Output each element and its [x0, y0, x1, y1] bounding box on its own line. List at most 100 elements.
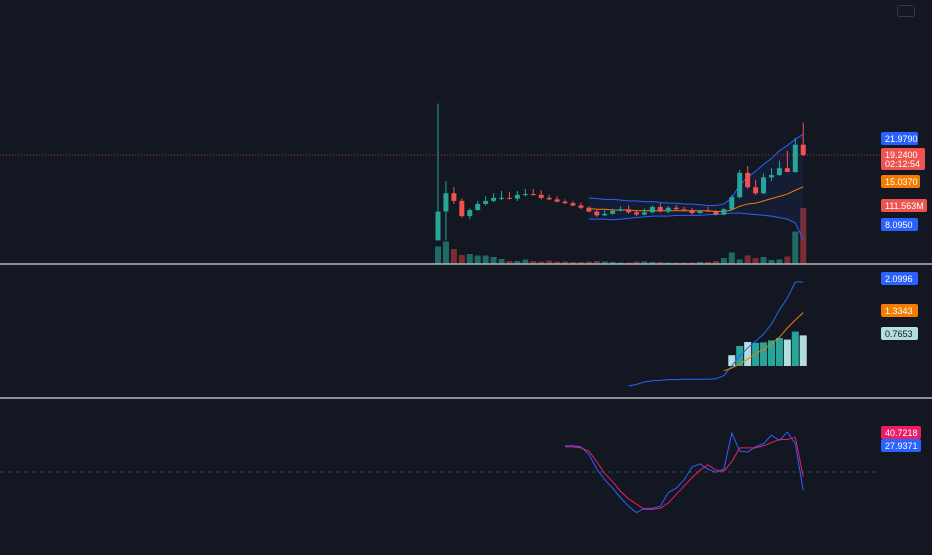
bollinger-upper-line: [588, 133, 804, 206]
bollinger-lower-line: [588, 212, 804, 240]
candle-body: [665, 207, 671, 212]
stoch-k-badge: 27.9371: [881, 439, 921, 452]
macd-value: 2.0996: [885, 274, 913, 284]
stoch-d-badge: 40.7218: [881, 426, 921, 439]
volume-bar: [506, 261, 513, 264]
ema-line: [588, 186, 804, 213]
volume-bar: [609, 262, 616, 264]
macd-histogram-bar: [744, 342, 752, 366]
candle-body: [594, 211, 600, 216]
candle-body: [657, 206, 663, 212]
volume-bar: [712, 261, 719, 264]
candle-body: [570, 203, 576, 206]
candle-body: [475, 203, 481, 211]
volume-bar: [752, 258, 759, 264]
candle-body: [467, 210, 473, 217]
stoch-k-value: 27.9371: [885, 441, 918, 451]
candle-body: [451, 193, 457, 201]
candle-body: [753, 187, 759, 194]
volume-bar: [641, 261, 648, 264]
candle-body: [459, 200, 465, 217]
macd-histogram-bar: [791, 331, 799, 366]
volume-bar: [800, 208, 807, 264]
candle-body: [713, 211, 719, 215]
volume-bar: [728, 252, 735, 264]
volume-bar: [554, 261, 561, 264]
volume-bar: [490, 257, 497, 264]
volume-bar: [736, 259, 743, 264]
chart-settings-button[interactable]: [897, 5, 915, 17]
volume-bar: [601, 261, 608, 264]
stochastic-k-line: [565, 431, 804, 514]
last-price-value: 19.2400: [885, 150, 918, 160]
candle-body: [792, 144, 798, 173]
volume-bar: [593, 261, 600, 264]
macd-pane: [628, 281, 807, 387]
candle-body: [721, 209, 727, 215]
candle-body: [546, 197, 552, 200]
signal-badge: 1.3343: [881, 304, 918, 317]
candle-body: [761, 177, 767, 194]
volume-bar: [435, 246, 441, 264]
stoch-d-value: 40.7218: [885, 428, 918, 438]
candle-body: [634, 212, 639, 215]
histogram-badge: 0.7653: [881, 327, 918, 340]
candle-body: [618, 209, 624, 211]
volume-value: 111.563M: [885, 201, 924, 211]
volume-bar: [792, 231, 799, 264]
volume-bar: [697, 262, 704, 264]
bollinger-upper-value: 21.9790: [885, 134, 918, 144]
volume-bar: [657, 262, 664, 264]
candle-body: [530, 194, 536, 196]
volume-bar: [744, 255, 751, 264]
volume-bar: [784, 256, 791, 264]
candle-body: [737, 172, 743, 198]
volume-bar: [569, 262, 576, 264]
candle-body: [705, 210, 711, 212]
candle-body: [514, 194, 520, 199]
macd-line: [628, 281, 804, 387]
macd-badge: 2.0996: [881, 272, 918, 285]
macd-signal-line: [723, 312, 804, 372]
candle-body: [800, 144, 806, 155]
macd-histogram-bar: [728, 355, 736, 366]
bollinger-lower-value: 8.0950: [885, 220, 913, 230]
volume-bar: [458, 255, 465, 264]
macd-histogram-bar: [767, 340, 775, 366]
candle-body: [443, 193, 449, 212]
volume-bar: [522, 259, 529, 264]
ema-badge: 15.0370: [881, 175, 920, 188]
last-price-badge: 19.2400 02:12:54: [881, 148, 925, 170]
volume-bar: [514, 261, 521, 264]
candle-body: [641, 212, 647, 215]
candle-body: [435, 211, 441, 241]
ema-value: 15.0370: [885, 177, 918, 187]
pane-separators[interactable]: [0, 263, 932, 399]
candle-body: [784, 168, 790, 173]
stochastic-pane: [565, 431, 804, 514]
bar-countdown: 02:12:54: [885, 159, 920, 169]
candle-body: [745, 172, 751, 188]
volume-bar: [649, 262, 656, 264]
candle-body: [491, 197, 497, 201]
volume-bar: [704, 262, 711, 264]
volume-bar: [442, 241, 449, 264]
candle-body: [578, 205, 584, 208]
candle-body: [673, 207, 679, 210]
candle-body: [776, 168, 782, 176]
stochastic-d-line: [565, 436, 804, 510]
candle-body: [768, 175, 774, 178]
candle-body: [602, 213, 608, 216]
volume-bar: [562, 261, 569, 264]
volume-bar: [482, 255, 489, 264]
volume-bar: [546, 260, 553, 264]
volume-badge: 111.563M: [881, 199, 927, 212]
candle-body: [522, 194, 528, 196]
candle-body: [538, 194, 544, 198]
candlesticks: [435, 103, 806, 241]
volume-bar: [776, 259, 783, 264]
volume-bar: [530, 261, 537, 264]
candle-body: [554, 199, 560, 202]
